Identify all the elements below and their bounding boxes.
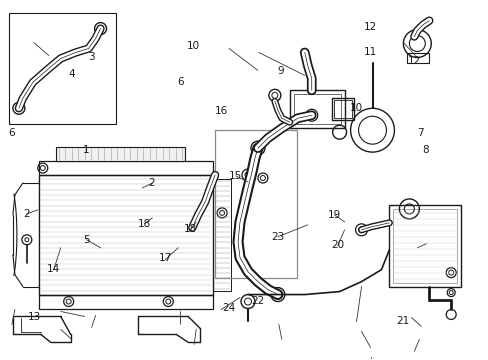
Text: 11: 11 bbox=[363, 46, 376, 57]
Text: 16: 16 bbox=[214, 106, 227, 116]
Bar bbox=[393, 209, 456, 283]
Bar bbox=[293, 94, 340, 124]
Text: 17: 17 bbox=[159, 253, 172, 263]
Text: 6: 6 bbox=[8, 128, 15, 138]
Bar bbox=[407, 54, 428, 63]
Text: 12: 12 bbox=[407, 56, 420, 66]
Text: 14: 14 bbox=[47, 264, 60, 274]
Text: 2: 2 bbox=[23, 209, 30, 219]
Bar bbox=[215, 130, 296, 278]
Bar bbox=[333, 100, 351, 118]
Text: 4: 4 bbox=[68, 69, 75, 79]
Text: 21: 21 bbox=[395, 316, 408, 325]
Text: 3: 3 bbox=[87, 52, 94, 62]
Text: 1: 1 bbox=[82, 144, 89, 154]
Bar bbox=[39, 294, 213, 309]
Text: 19: 19 bbox=[327, 210, 341, 220]
Text: 8: 8 bbox=[422, 144, 428, 154]
Text: 10: 10 bbox=[349, 103, 363, 113]
Text: 24: 24 bbox=[222, 303, 235, 314]
Bar bbox=[331, 98, 353, 120]
Text: 5: 5 bbox=[82, 235, 89, 245]
Text: 15: 15 bbox=[229, 171, 242, 181]
Text: 2: 2 bbox=[148, 178, 155, 188]
Text: 23: 23 bbox=[270, 232, 284, 242]
Bar bbox=[213, 179, 230, 291]
Text: 22: 22 bbox=[251, 296, 264, 306]
Text: 12: 12 bbox=[363, 22, 376, 32]
Text: 18: 18 bbox=[183, 225, 196, 234]
Text: 6: 6 bbox=[177, 77, 183, 87]
Bar bbox=[56, 147, 185, 161]
Bar bbox=[39, 161, 213, 175]
Bar bbox=[388, 205, 460, 287]
Bar bbox=[9, 13, 116, 124]
Text: 9: 9 bbox=[277, 66, 284, 76]
Text: 18: 18 bbox=[138, 219, 151, 229]
Bar bbox=[289, 90, 344, 128]
Text: 20: 20 bbox=[331, 240, 344, 250]
Text: 7: 7 bbox=[417, 128, 423, 138]
Text: 10: 10 bbox=[186, 41, 200, 50]
Text: 13: 13 bbox=[27, 312, 41, 322]
Bar bbox=[39, 175, 213, 294]
